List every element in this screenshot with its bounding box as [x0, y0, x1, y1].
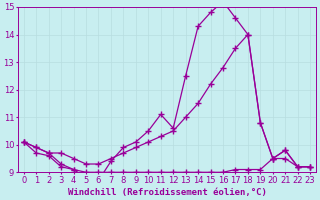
- X-axis label: Windchill (Refroidissement éolien,°C): Windchill (Refroidissement éolien,°C): [68, 188, 267, 197]
